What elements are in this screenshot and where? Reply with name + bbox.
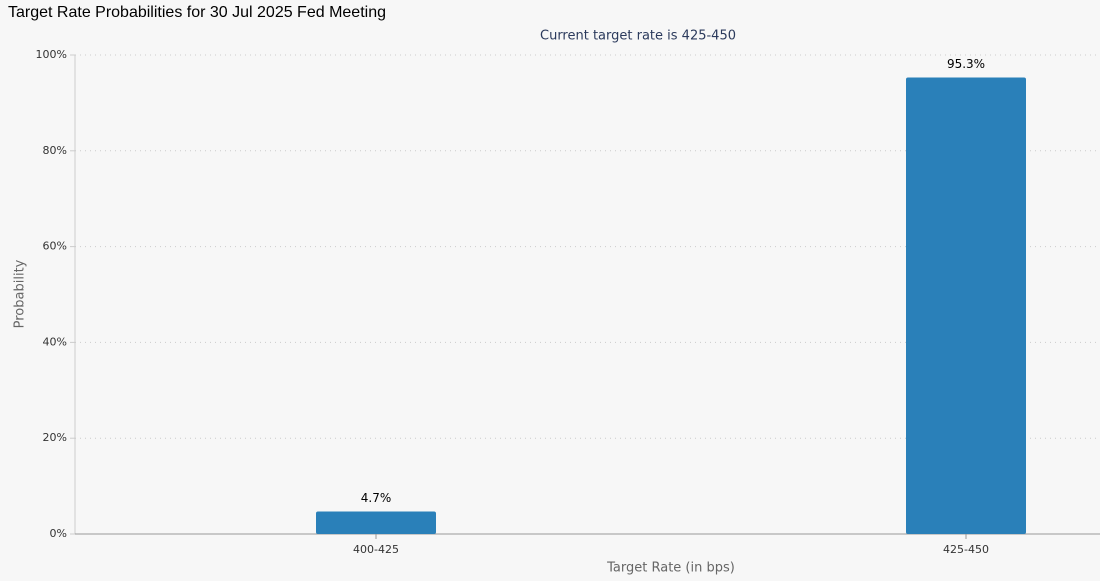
y-tick-label: 100% — [36, 48, 67, 61]
value-label: 95.3% — [947, 57, 985, 71]
x-tick-label: 400-425 — [353, 543, 399, 556]
chart-title: Target Rate Probabilities for 30 Jul 202… — [8, 4, 386, 21]
bar — [316, 511, 436, 534]
y-tick-label: 60% — [43, 240, 67, 253]
x-axis-title: Target Rate (in bps) — [606, 561, 735, 576]
y-axis-title: Probability — [13, 259, 28, 328]
y-tick-label: 20% — [43, 431, 67, 444]
value-label: 4.7% — [361, 491, 392, 505]
bar — [906, 77, 1026, 534]
y-tick-label: 40% — [43, 335, 67, 348]
chart-subtitle: Current target rate is 425-450 — [540, 29, 736, 44]
y-tick-label: 0% — [50, 527, 67, 540]
x-tick-label: 425-450 — [943, 543, 989, 556]
y-tick-label: 80% — [43, 144, 67, 157]
